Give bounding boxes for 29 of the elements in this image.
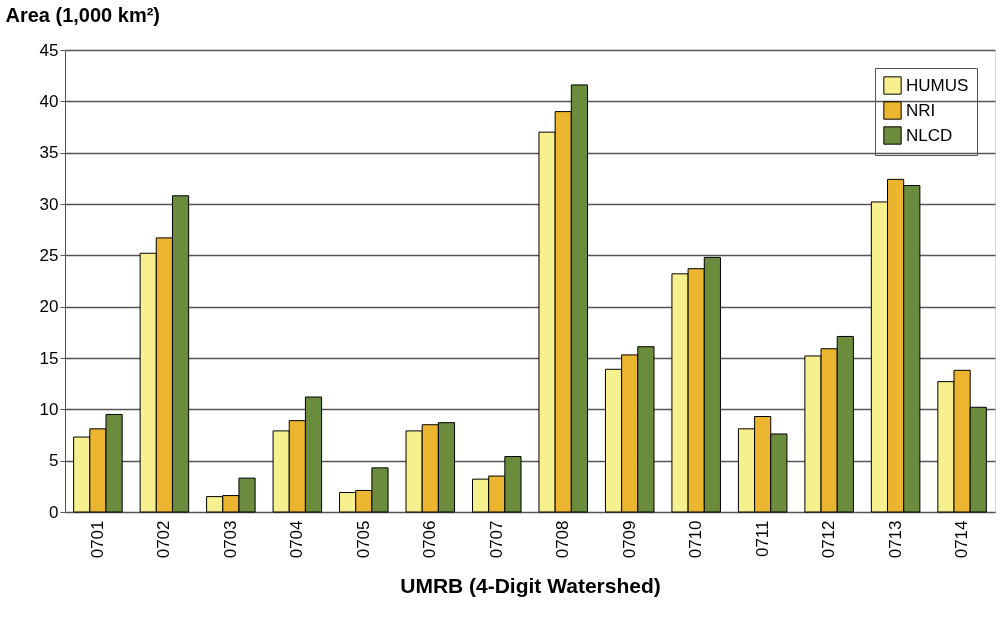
x-tick-label: 0703 <box>220 520 240 559</box>
y-tick-label: 20 <box>39 297 59 317</box>
y-tick-label: 10 <box>39 399 59 419</box>
y-axis-title: Area (1,000 km²) <box>5 3 161 26</box>
x-tick-label: 0713 <box>885 520 905 559</box>
x-tick-label: 0710 <box>686 520 706 559</box>
x-tick-label: 0705 <box>353 520 373 559</box>
x-tick-label: 0709 <box>619 520 639 559</box>
y-tick-label: 25 <box>39 245 59 265</box>
legend-label: HUMUS <box>906 75 969 95</box>
x-tick-label: 0707 <box>486 520 506 559</box>
x-tick-label: 0708 <box>553 520 573 559</box>
legend-label: NLCD <box>906 125 953 145</box>
y-tick-label: 40 <box>39 91 59 111</box>
x-tick-label: 0711 <box>752 520 772 558</box>
x-tick-label: 0702 <box>154 520 174 559</box>
x-tick-label: 0712 <box>819 520 839 559</box>
y-tick-label: 15 <box>39 348 59 368</box>
y-tick-label: 35 <box>39 143 59 163</box>
y-tick-label: 0 <box>49 502 59 522</box>
x-tick-label: 0701 <box>87 520 107 559</box>
x-tick-label: 0714 <box>952 520 972 559</box>
x-tick-label: 0704 <box>287 520 307 559</box>
x-axis-title: UMRB (4-Digit Watershed) <box>400 574 661 598</box>
x-tick-label: 0706 <box>420 520 440 559</box>
y-tick-label: 30 <box>39 194 59 214</box>
y-tick-label: 45 <box>39 40 59 60</box>
legend-label: NRI <box>906 100 936 120</box>
y-tick-label: 5 <box>49 451 59 471</box>
